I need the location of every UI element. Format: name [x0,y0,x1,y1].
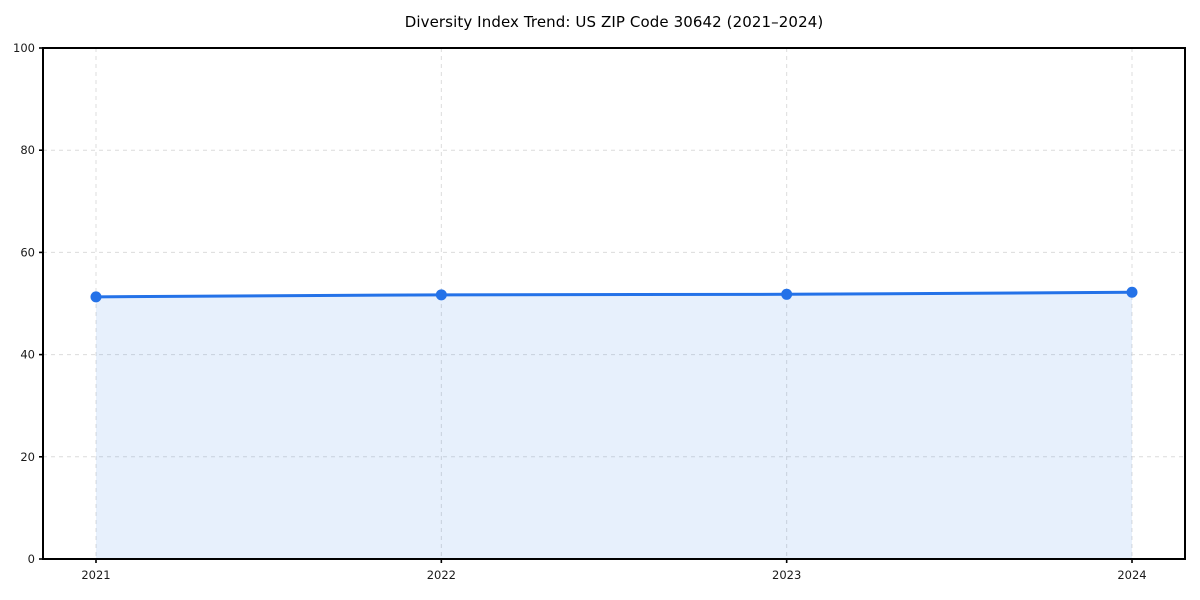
data-point-2023 [781,288,793,300]
trend-line [94,290,1134,299]
y-tick-label-0: 0 [28,552,35,566]
area-fill [96,292,1132,559]
x-tick-label-2021: 2021 [81,568,110,582]
x-tick-label-2024: 2024 [1117,568,1146,582]
chart-title: Diversity Index Trend: US ZIP Code 30642… [404,13,824,31]
plot-frame [42,47,1186,560]
x-tick-label-2022: 2022 [427,568,456,582]
y-tick-label-60: 60 [20,245,35,259]
data-point-2024 [1126,286,1138,298]
y-tick-label-80: 80 [20,143,35,157]
data-point-2022 [435,289,447,301]
x-tick-label-2023: 2023 [772,568,801,582]
y-tick-label-40: 40 [20,348,35,362]
y-tick-label-20: 20 [20,450,35,464]
y-tick-label-100: 100 [13,41,35,55]
data-point-2021 [90,291,102,303]
